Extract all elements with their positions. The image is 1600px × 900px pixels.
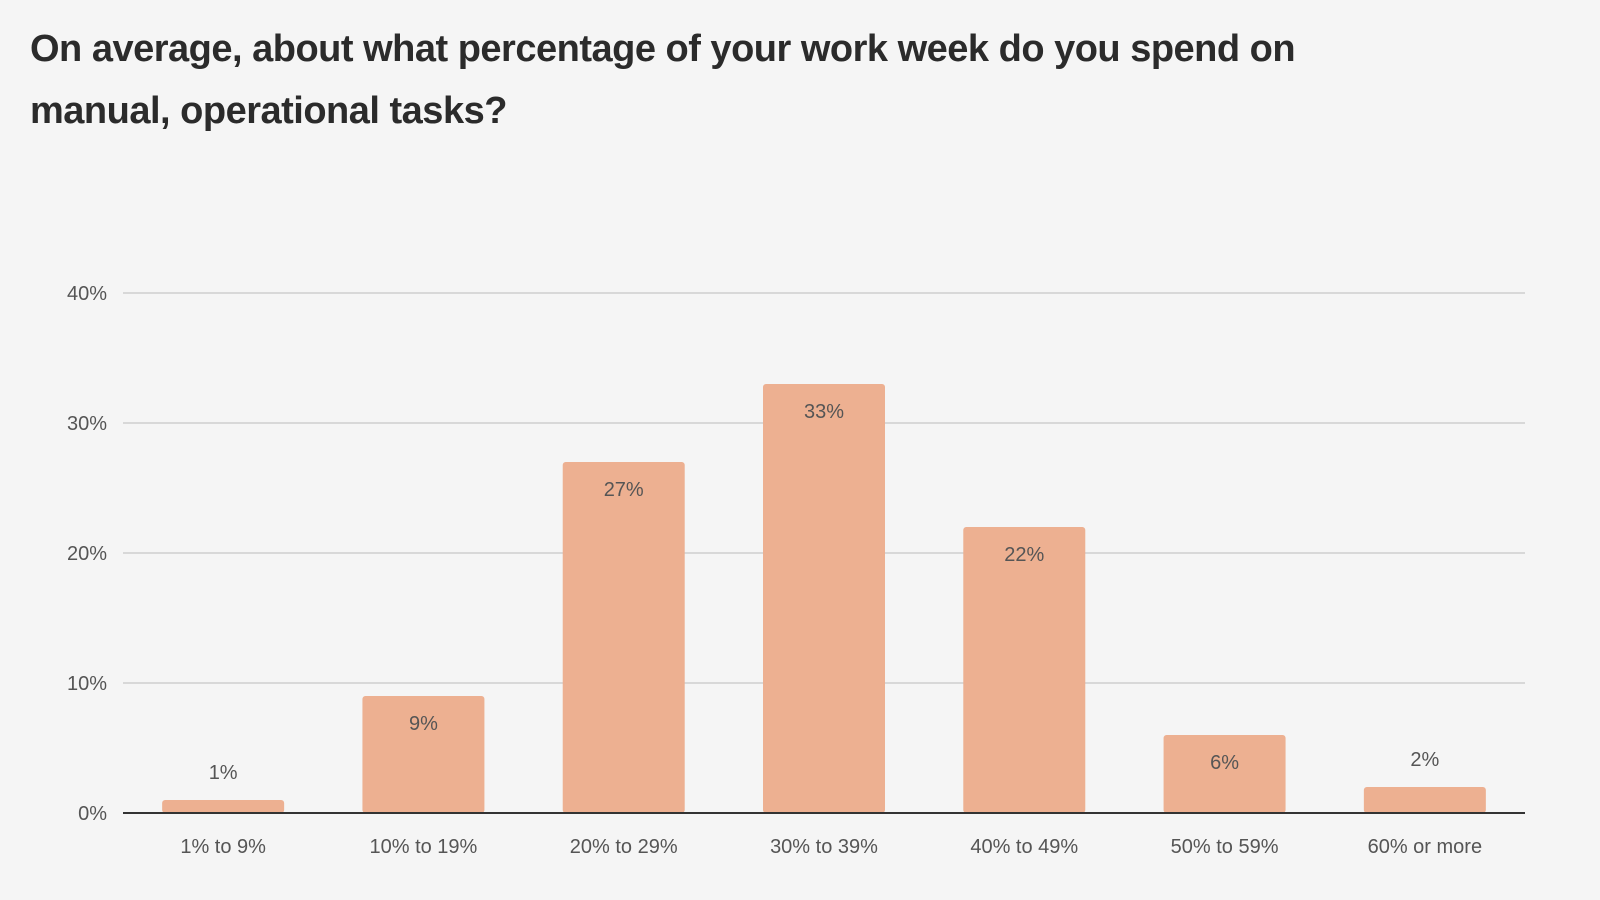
bar (763, 384, 885, 813)
data-label: 22% (1004, 544, 1044, 566)
y-tick-label: 20% (67, 543, 107, 565)
y-tick-label: 10% (67, 673, 107, 695)
bar (362, 696, 485, 813)
data-label: 6% (1210, 752, 1239, 774)
bars (162, 384, 1486, 813)
bar (562, 462, 685, 813)
x-category-label: 60% or more (1368, 836, 1483, 858)
x-category-label: 1% to 9% (180, 836, 266, 858)
x-axis-category-labels: 1% to 9% 10% to 19% 20% to 29% 30% to 39% 40… (180, 836, 1482, 858)
y-tick-label: 30% (67, 413, 107, 435)
data-label: 9% (409, 713, 438, 735)
data-label: 27% (604, 479, 644, 501)
x-category-label: 20% to 29% (570, 836, 678, 858)
data-label: 33% (804, 401, 844, 423)
chart-title: On average, about what percentage of you… (30, 28, 1296, 132)
y-axis-tick-labels: 0% 10% 20% 30% 40% (67, 283, 107, 825)
data-label: 2% (1410, 749, 1439, 771)
x-category-label: 10% to 19% (369, 836, 477, 858)
bar (162, 800, 285, 813)
x-category-label: 40% to 49% (970, 836, 1078, 858)
data-labels: 1% 9% 27% 33% 22% 6% 2% (209, 401, 1440, 784)
y-tick-label: 40% (67, 283, 107, 305)
data-label: 1% (209, 762, 238, 784)
bar (1163, 735, 1286, 813)
x-category-label: 50% to 59% (1171, 836, 1279, 858)
bar (963, 527, 1086, 813)
x-category-label: 30% to 39% (770, 836, 878, 858)
bar (1363, 787, 1486, 813)
y-tick-label: 0% (78, 803, 107, 825)
